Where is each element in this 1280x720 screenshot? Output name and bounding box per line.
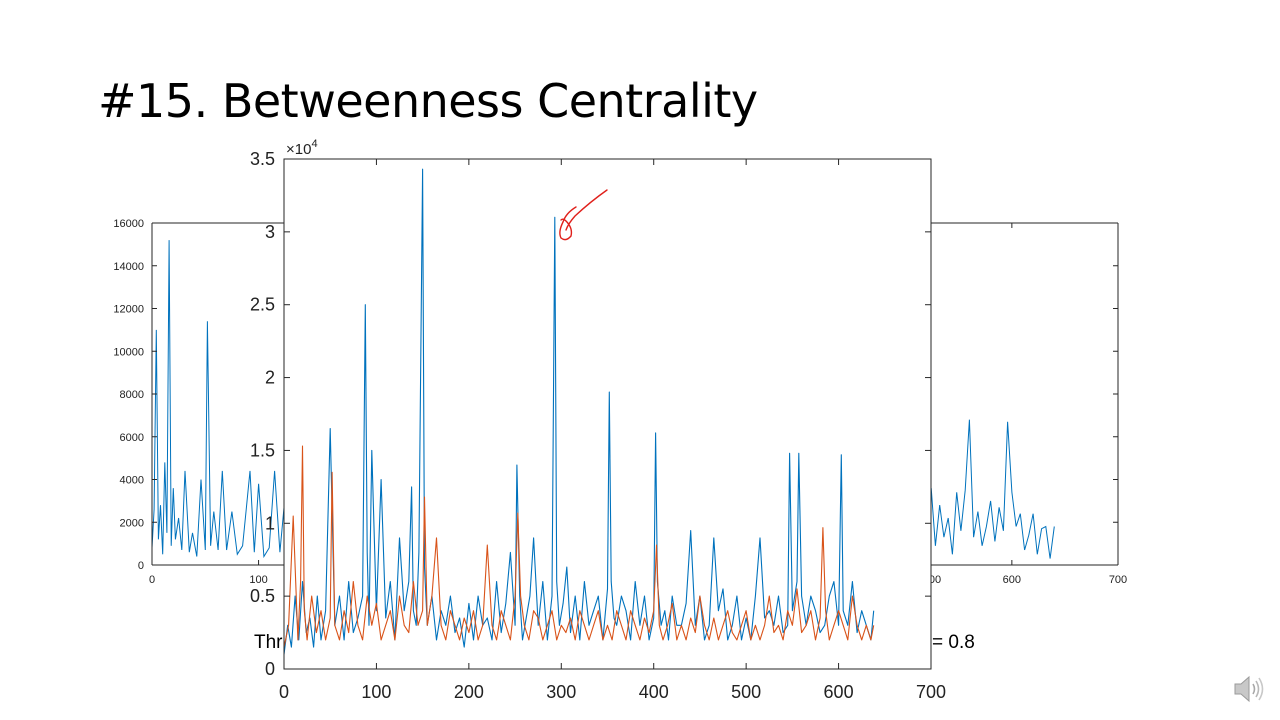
y-tick-label: 0 [265,659,275,679]
y-tick-label: 12000 [113,304,144,316]
x-tick-label: 300 [546,682,576,702]
y-tick-label: 6000 [120,432,144,444]
caption-left: Thr [254,632,283,653]
y-tick-label: 16000 [113,218,144,230]
y-tick-label: 1 [265,513,275,533]
y-tick-label: 10000 [113,346,144,358]
y-tick-label: 1.5 [250,440,275,460]
y-tick-label: 4000 [120,475,144,487]
x-tick-label: 00 [929,574,941,586]
annotation-arrow-head [559,206,577,241]
x-tick-label: 500 [731,682,761,702]
annotation-arrow-shaft [565,189,608,231]
y-tick-label: 0.5 [250,586,275,606]
x-tick-label: 0 [279,682,289,702]
x-tick-label: 600 [1003,574,1021,586]
series-orange-line [283,445,875,648]
x-tick-label: 600 [824,682,854,702]
y-tick-label: 3 [265,222,275,242]
y-tick-label: 2 [265,368,275,388]
series-blue-line [283,168,875,655]
caption-right: = 0.8 [932,632,975,653]
y-tick-label: 0 [138,560,144,572]
y-tick-label: 14000 [113,261,144,273]
x-tick-label: 100 [249,574,267,586]
series-line [910,402,1055,559]
y-tick-label: 2.5 [250,295,275,315]
foreground-chart: 0 0.5 1 1.5 2 2.5 3 3.5 0 100 200 300 400 500 600 700 ×1… [250,138,946,702]
y-tick-label: 3.5 [250,149,275,169]
x-tick-label: 200 [454,682,484,702]
x-tick-label: 400 [639,682,669,702]
background-chart-left: 0 2000 4000 6000 8000 10000 12000 14000 16000 0 10… [113,218,390,586]
y-exponent-label: ×104 [286,138,318,158]
x-tick-label: 100 [361,682,391,702]
x-tick-label: 700 [916,682,946,702]
y-tick-label: 2000 [120,517,144,529]
x-tick-label: 700 [1109,574,1127,586]
slide-title: #15. Betweenness Centrality [98,74,758,128]
x-tick-label: 0 [149,574,155,586]
red-pen-annotation [559,189,608,241]
y-tick-label: 8000 [120,389,144,401]
axes-box [283,158,932,670]
speaker-icon[interactable] [1232,672,1266,706]
